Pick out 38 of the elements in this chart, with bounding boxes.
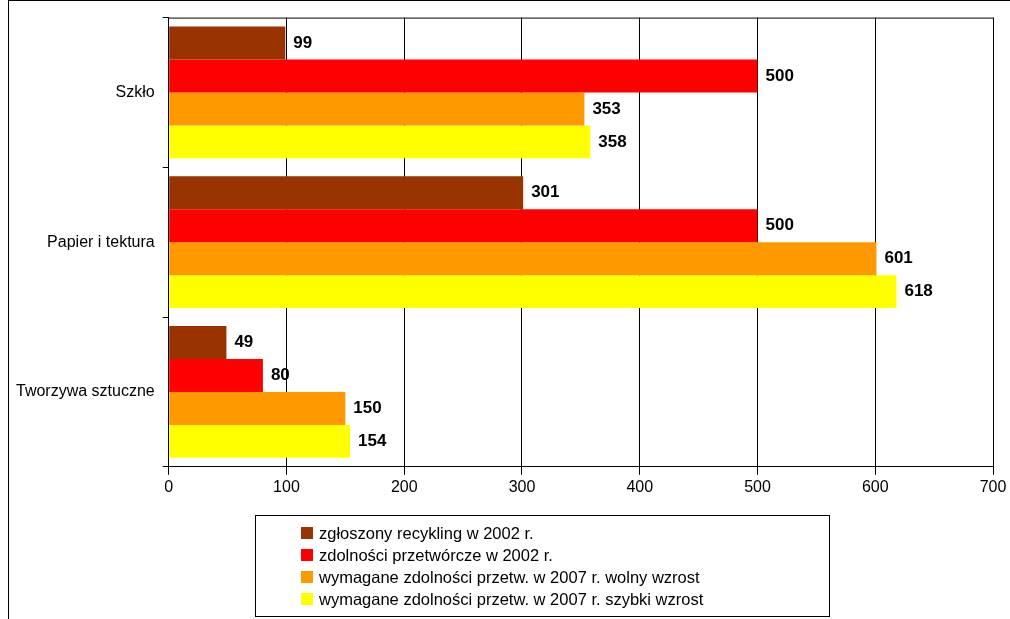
bar <box>169 92 585 126</box>
data-label: 99 <box>293 32 313 52</box>
data-label: 618 <box>904 281 933 301</box>
bar <box>169 391 346 425</box>
data-label: 150 <box>353 398 382 418</box>
data-label: 154 <box>358 431 387 451</box>
x-tick-label: 0 <box>164 477 174 495</box>
legend-label: wymagane zdolności przetw. w 2007 r. szybki wzrost <box>319 589 704 610</box>
bar <box>169 242 877 276</box>
x-tick-label: 400 <box>626 477 654 495</box>
x-tick-label: 100 <box>273 477 300 495</box>
bar <box>169 209 758 243</box>
x-tick-label: 600 <box>861 477 889 495</box>
bar <box>169 59 758 93</box>
y-tick-label: Tworzywa sztuczne <box>15 382 155 400</box>
bar <box>169 358 263 392</box>
y-tick-label: Szkło <box>115 82 155 100</box>
data-label: 353 <box>592 98 621 118</box>
legend-label: zgłoszony recykling w 2002 r. <box>319 523 534 544</box>
data-label: 49 <box>234 332 254 352</box>
bar <box>169 26 286 60</box>
bar <box>169 176 524 210</box>
x-tick-label: 300 <box>508 477 536 495</box>
y-tick-label: Papier i tektura <box>47 232 155 250</box>
bar <box>169 125 591 159</box>
data-label: 301 <box>531 182 560 202</box>
legend-label: zdolności przetwórcze w 2002 r. <box>319 545 553 566</box>
data-label: 358 <box>598 131 627 151</box>
x-tick-label: 700 <box>979 477 1007 495</box>
bar <box>169 275 897 309</box>
data-label: 500 <box>765 65 794 85</box>
bar <box>169 424 351 458</box>
bar <box>169 326 227 359</box>
legend-label: wymagane zdolności przetw. w 2007 r. wolny wzrost <box>319 567 700 588</box>
data-label: 500 <box>765 215 794 235</box>
data-label: 601 <box>884 248 913 268</box>
x-tick-label: 200 <box>390 477 418 495</box>
x-tick-label: 500 <box>744 477 771 495</box>
